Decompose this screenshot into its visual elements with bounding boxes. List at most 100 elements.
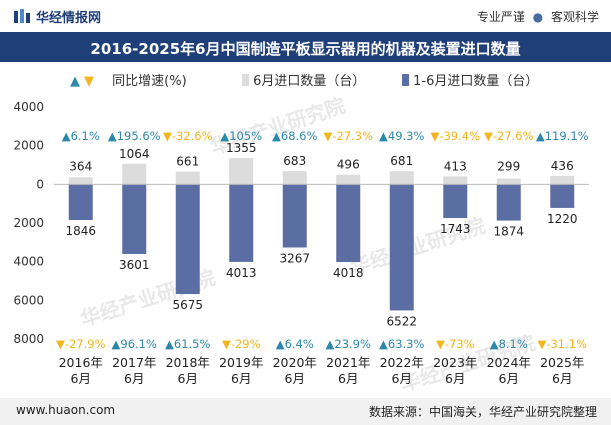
bar-monthly <box>175 171 200 185</box>
bar-monthly <box>229 158 254 185</box>
legend-cumulative-swatch-icon <box>402 74 409 86</box>
x-tick-label: 2018年 6月 <box>166 355 210 386</box>
x-tick-label: 2025年 6月 <box>540 355 584 386</box>
bar-monthly-value-label: 1064 <box>119 147 150 161</box>
bar-cumulative-value-label: 1846 <box>65 224 96 238</box>
y-tick-label: 2000 <box>13 216 44 230</box>
growth-cumulative-label: ▼-31.1% <box>537 337 587 351</box>
x-tick-label: 2021年 6月 <box>326 355 370 386</box>
growth-monthly-label: ▲105% <box>220 129 262 143</box>
bar-monthly-value-label: 413 <box>444 159 467 173</box>
bar-cumulative <box>336 184 361 263</box>
bars-layer <box>54 158 589 311</box>
chart-title: 2016-2025年6月中国制造平板显示器用的机器及装置进口数量 <box>90 40 521 58</box>
footer-source: 数据来源：中国海关，华经产业研究院整理 <box>368 405 597 419</box>
footer-bar <box>0 398 611 425</box>
bar-monthly-value-label: 681 <box>390 154 413 168</box>
bar-cumulative-value-label: 3601 <box>119 258 150 272</box>
tag-objective: 客观科学 <box>550 10 599 24</box>
bar-monthly <box>389 171 414 185</box>
y-axis: 4000 2000 0 2000 4000 6000 8000 <box>13 100 44 346</box>
bar-cumulative-value-label: 6522 <box>386 314 417 328</box>
x-tick-label: 2022年 6月 <box>380 355 424 386</box>
tag-professional: 专业严谨 <box>476 10 525 24</box>
x-tick-label: 2017年 6月 <box>112 355 156 386</box>
y-tick-label: 6000 <box>13 293 44 307</box>
growth-cumulative-label: ▲96.1% <box>112 337 157 351</box>
bar-monthly-value-label: 1355 <box>226 141 257 155</box>
bar-cumulative <box>496 184 521 221</box>
y-tick-label: 8000 <box>13 332 44 346</box>
tag-separator: ● <box>532 10 544 24</box>
title-bar <box>0 32 611 62</box>
bar-cumulative <box>389 184 414 311</box>
growth-monthly-label: ▲6.1% <box>62 129 100 143</box>
bar-cumulative-value-label: 5675 <box>172 298 203 312</box>
y-tick-label: 0 <box>36 177 44 191</box>
growth-monthly-label: ▲119.1% <box>536 129 589 143</box>
growth-cumulative-label: ▲8.1% <box>490 337 528 351</box>
x-tick-label: 2023年 6月 <box>433 355 477 386</box>
growth-cumulative-label: ▲61.5% <box>165 337 210 351</box>
header-tags: 专业严谨 ● 客观科学 <box>477 8 599 25</box>
growth-cumulative-label: ▲23.9% <box>326 337 371 351</box>
bar-cumulative-value-label: 1874 <box>493 225 524 239</box>
bar-monthly-value-label: 436 <box>551 159 574 173</box>
bar-cumulative <box>282 184 307 248</box>
growth-monthly-label: ▼-27.6% <box>484 129 534 143</box>
labels-layer: 364 1846 ▲6.1% ▼-27.9% 2016年 6月 1064 3601 ▲195.6… <box>56 129 589 386</box>
legend-growth-label: 同比增速(%) <box>112 74 187 89</box>
x-tick-label: 2019年 6月 <box>219 355 263 386</box>
bar-monthly-value-label: 299 <box>497 159 520 173</box>
y-tick-label: 4000 <box>13 255 44 269</box>
bar-cumulative <box>68 184 93 221</box>
bar-cumulative-value-label: 1743 <box>440 222 471 236</box>
bar-cumulative <box>550 184 575 208</box>
legend-monthly-label: 6月进口数量（台） <box>253 74 366 89</box>
x-tick-label: 2016年 6月 <box>59 355 103 386</box>
growth-monthly-label: ▼-32.6% <box>163 129 213 143</box>
legend-up-triangle-icon: ▲ <box>70 74 80 89</box>
growth-monthly-label: ▲68.6% <box>272 129 317 143</box>
legend-cumulative: 1-6月进口数量（台） <box>402 70 538 89</box>
growth-cumulative-label: ▲6.4% <box>276 337 314 351</box>
bar-monthly <box>282 171 307 185</box>
growth-monthly-label: ▼-27.3% <box>323 129 373 143</box>
bar-cumulative-value-label: 1220 <box>547 212 578 226</box>
brand-logo-icon <box>14 9 30 23</box>
bar-cumulative <box>443 184 468 219</box>
bar-cumulative-value-label: 3267 <box>279 251 310 265</box>
bar-monthly <box>443 176 468 185</box>
bar-cumulative <box>175 184 200 295</box>
growth-cumulative-label: ▼-27.9% <box>56 337 106 351</box>
legend-down-triangle-icon: ▼ <box>84 74 94 89</box>
growth-monthly-label: ▼-39.4% <box>430 129 480 143</box>
bar-monthly <box>550 175 575 185</box>
bar-monthly-value-label: 683 <box>283 154 306 168</box>
x-tick-label: 2024年 6月 <box>487 355 531 386</box>
bar-cumulative-value-label: 4018 <box>333 266 364 280</box>
bar-monthly <box>68 177 93 185</box>
y-tick-label: 4000 <box>13 100 44 114</box>
legend-monthly-swatch-icon <box>242 74 249 86</box>
bar-monthly-value-label: 496 <box>337 158 360 172</box>
growth-monthly-label: ▲195.6% <box>108 129 161 143</box>
bar-monthly <box>336 174 361 185</box>
brand-name: 华经情报网 <box>36 11 102 26</box>
bar-cumulative-value-label: 4013 <box>226 266 257 280</box>
growth-cumulative-label: ▼-73% <box>436 337 475 351</box>
x-tick-label: 2020年 6月 <box>273 355 317 386</box>
bar-monthly <box>496 178 521 185</box>
legend-monthly: 6月进口数量（台） <box>242 70 365 89</box>
growth-monthly-label: ▲49.3% <box>379 129 424 143</box>
bar-monthly-value-label: 661 <box>176 155 199 169</box>
growth-cumulative-label: ▼-29% <box>222 337 261 351</box>
bar-monthly <box>122 163 147 185</box>
y-tick-label: 2000 <box>13 139 44 153</box>
header-bar: 华经情报网 专业严谨 ● 客观科学 <box>0 0 611 32</box>
bar-monthly-value-label: 364 <box>69 159 92 173</box>
growth-cumulative-label: ▲63.3% <box>379 337 424 351</box>
footer-website-link[interactable]: www.huaon.com <box>16 403 116 417</box>
legend-cumulative-label: 1-6月进口数量（台） <box>413 74 539 89</box>
